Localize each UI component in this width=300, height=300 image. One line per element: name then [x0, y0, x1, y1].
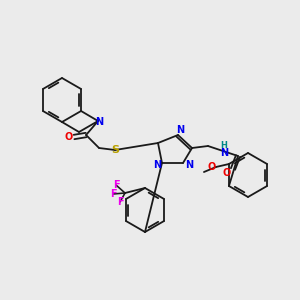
Text: F: F: [113, 180, 119, 190]
Text: N: N: [185, 160, 193, 170]
Text: N: N: [95, 117, 103, 127]
Text: O: O: [65, 132, 73, 142]
Text: H: H: [220, 140, 227, 149]
Text: O: O: [223, 168, 231, 178]
Text: S: S: [111, 145, 119, 155]
Text: N: N: [220, 148, 228, 158]
Text: O: O: [208, 162, 216, 172]
Text: F: F: [110, 189, 116, 199]
Text: N: N: [176, 125, 184, 135]
Text: N: N: [153, 160, 161, 170]
Text: F: F: [117, 197, 123, 207]
